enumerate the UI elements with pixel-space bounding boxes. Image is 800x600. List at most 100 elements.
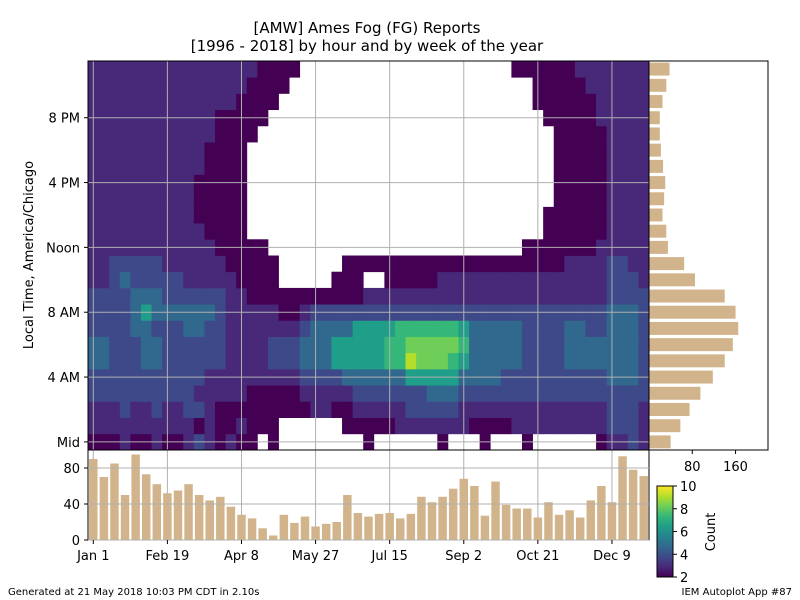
- heatmap-cell: [225, 77, 237, 94]
- heatmap-cell: [289, 287, 301, 305]
- heatmap-cell: [257, 385, 269, 402]
- heatmap-cell: [543, 223, 555, 240]
- heatmap-cell: [617, 385, 629, 402]
- heatmap-cell: [320, 287, 332, 305]
- colorbar-tick-label: 4: [680, 548, 688, 563]
- heatmap-cell: [109, 271, 121, 289]
- heatmap-cell: [543, 287, 555, 305]
- hourly-bar: [649, 111, 660, 125]
- hourly-bar: [649, 305, 736, 319]
- heatmap-cell: [394, 385, 406, 402]
- hourly-bar: [649, 176, 666, 190]
- heatmap-cell: [617, 206, 629, 224]
- heatmap-cell: [119, 271, 131, 289]
- heatmap-cell: [574, 255, 586, 273]
- heatmap-cell: [204, 352, 216, 370]
- heatmap-cell: [267, 287, 279, 305]
- heatmap-cell: [638, 320, 650, 337]
- heatmap-cell: [585, 255, 597, 273]
- weekly-bar: [205, 500, 214, 540]
- heatmap-cell: [193, 223, 205, 240]
- heatmap-cell: [627, 158, 639, 175]
- weekly-bar: [99, 477, 109, 540]
- heatmap-cell: [490, 336, 502, 354]
- heatmap-cell: [215, 417, 226, 435]
- heatmap-cell: [98, 142, 110, 159]
- heatmap-cell: [257, 336, 269, 354]
- heatmap-cell: [98, 93, 110, 111]
- heatmap-cell: [638, 336, 650, 354]
- heatmap-cell: [109, 77, 121, 94]
- heatmap-cell: [638, 125, 650, 143]
- heatmap-cell: [98, 77, 110, 94]
- heatmap-cell: [596, 61, 608, 78]
- hourly-bar: [649, 419, 681, 433]
- heatmap-cell: [638, 385, 650, 402]
- heatmap-cell: [469, 417, 481, 435]
- weekly-bar: [269, 535, 278, 540]
- heatmap-cell: [596, 125, 608, 143]
- heatmap-cell: [109, 417, 121, 435]
- heatmap-cell: [109, 206, 121, 224]
- heatmap-cell: [617, 352, 629, 370]
- heatmap-cell: [130, 158, 142, 175]
- weekly-bar: [258, 528, 267, 540]
- heatmap-cell: [98, 158, 110, 175]
- heatmap-cell: [553, 352, 565, 370]
- heatmap-cell: [130, 190, 142, 208]
- weekly-tick-label: 0: [72, 534, 80, 549]
- heatmap-cell: [447, 320, 459, 337]
- heatmap-cell: [553, 255, 565, 273]
- heatmap-cell: [373, 320, 385, 337]
- heatmap-cell: [151, 61, 163, 78]
- heatmap-cell: [553, 401, 565, 418]
- heatmap-cell: [638, 61, 650, 78]
- weekly-bar: [628, 469, 638, 540]
- weekly-bar: [417, 496, 426, 540]
- heatmap-cell: [183, 385, 195, 402]
- hourly-bar: [649, 95, 663, 109]
- weekly-bar: [597, 486, 606, 540]
- heatmap-cell: [98, 287, 110, 305]
- y-axis-label: Local Time, America/Chicago: [22, 161, 37, 349]
- heatmap-cell: [246, 401, 258, 418]
- heatmap-cell: [193, 190, 205, 208]
- heatmap-cell: [151, 142, 163, 159]
- heatmap-cell: [394, 401, 406, 418]
- heatmap-cell: [342, 385, 354, 402]
- heatmap-cell: [246, 61, 258, 78]
- heatmap-cell: [331, 320, 343, 337]
- heatmap-cell: [193, 320, 205, 337]
- heatmap-cell: [394, 255, 406, 273]
- heatmap-cell: [140, 287, 152, 305]
- heatmap-cell: [638, 190, 650, 208]
- x-tick-label: Oct 21: [516, 549, 559, 564]
- heatmap-cell: [257, 401, 269, 418]
- heatmap-cell: [98, 255, 110, 273]
- hourly-tick-label: 80: [684, 460, 701, 475]
- heatmap-cell: [543, 336, 555, 354]
- heatmap-cell: [140, 336, 152, 354]
- heatmap-cell: [109, 223, 121, 240]
- weekly-bar: [237, 514, 246, 540]
- heatmap-cell: [151, 271, 163, 289]
- heatmap-cell: [289, 352, 301, 370]
- heatmap-cell: [342, 271, 354, 289]
- heatmap-cell: [299, 385, 311, 402]
- heatmap-cell: [416, 417, 428, 435]
- heatmap-cell: [426, 336, 438, 354]
- heatmap-cell: [119, 401, 131, 418]
- heatmap-cell: [183, 271, 195, 289]
- heatmap-cell: [638, 271, 650, 289]
- heatmap-cell: [225, 417, 237, 435]
- heatmap-cell: [204, 223, 216, 240]
- heatmap-cell: [490, 320, 502, 337]
- heatmap-cell: [267, 77, 279, 94]
- heatmap-cell: [394, 336, 406, 354]
- heatmap-cell: [109, 125, 121, 143]
- heatmap-cell: [500, 255, 512, 273]
- heatmap-cell: [553, 77, 565, 94]
- heatmap-cell: [98, 336, 110, 354]
- heatmap-cell: [564, 287, 576, 305]
- heatmap-cell: [585, 352, 597, 370]
